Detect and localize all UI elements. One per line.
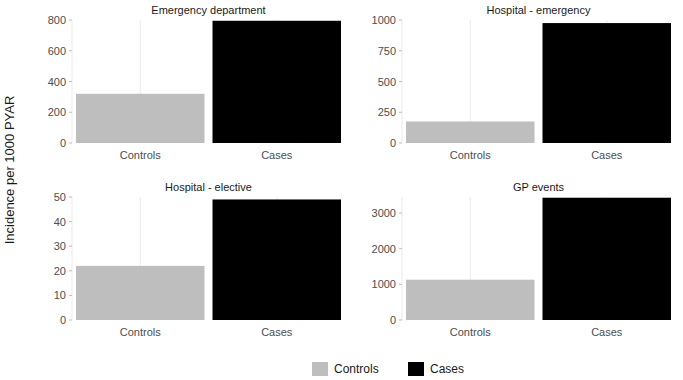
- legend-swatch: [408, 362, 424, 376]
- x-tick-label: Controls: [120, 326, 161, 338]
- y-tick-label: 3000: [372, 207, 396, 219]
- x-tick-label: Cases: [591, 149, 623, 161]
- y-tick: [399, 320, 402, 321]
- x-tick-label: Controls: [450, 326, 491, 338]
- y-tick-label: 30: [54, 240, 66, 252]
- y-tick: [69, 112, 72, 113]
- panel: Hospital - emergency 0 250 500 750 1000 Contro…: [372, 4, 671, 161]
- x-tick-label: Cases: [261, 149, 293, 161]
- y-tick: [69, 320, 72, 321]
- y-axis-line: [402, 197, 403, 320]
- y-tick: [69, 197, 72, 198]
- bar: [543, 198, 672, 320]
- bar: [76, 266, 205, 320]
- y-axis-label: Incidence per 1000 PYAR: [2, 96, 17, 245]
- chart: Emergency department0200400600800Control…: [0, 0, 683, 380]
- y-tick-label: 2000: [372, 243, 396, 255]
- panel-title: GP events: [513, 181, 565, 193]
- y-tick-label: 0: [390, 314, 396, 326]
- legend-label: Controls: [334, 362, 379, 376]
- y-tick-label: 200: [48, 106, 66, 118]
- y-tick: [69, 246, 72, 247]
- legend-label: Cases: [430, 362, 464, 376]
- bar: [406, 280, 535, 320]
- y-tick-label: 400: [48, 76, 66, 88]
- y-tick-label: 10: [54, 289, 66, 301]
- bars: [76, 199, 341, 320]
- panel: GP events 0 1000 2000 3000 Controls Cases: [372, 181, 671, 338]
- bar: [406, 121, 535, 143]
- y-tick: [399, 143, 402, 144]
- y-tick: [69, 143, 72, 144]
- legend-swatch: [312, 362, 328, 376]
- bars: [406, 23, 671, 143]
- y-tick: [399, 284, 402, 285]
- y-tick-label: 600: [48, 45, 66, 57]
- x-tick-label: Cases: [261, 326, 293, 338]
- y-tick-label: 50: [54, 191, 66, 203]
- y-tick: [69, 81, 72, 82]
- y-tick-label: 0: [60, 314, 66, 326]
- y-tick: [399, 50, 402, 51]
- y-tick-label: 1000: [372, 14, 396, 26]
- panel-title: Emergency department: [151, 4, 265, 16]
- bar: [213, 199, 342, 320]
- panel-title: Hospital - emergency: [487, 4, 591, 16]
- legend: Controls Cases: [312, 362, 464, 376]
- y-axis-line: [72, 197, 73, 320]
- y-tick: [399, 81, 402, 82]
- y-tick-label: 500: [378, 76, 396, 88]
- bar: [76, 94, 205, 143]
- bar: [543, 23, 672, 143]
- y-tick-label: 250: [378, 106, 396, 118]
- y-tick: [69, 270, 72, 271]
- y-tick: [69, 20, 72, 21]
- bar: [213, 21, 342, 143]
- y-tick: [69, 221, 72, 222]
- bars: [76, 21, 341, 143]
- y-tick: [399, 20, 402, 21]
- panel: Emergency department 0 200 400 600 800 Control…: [48, 4, 341, 161]
- y-tick: [69, 50, 72, 51]
- y-tick: [399, 112, 402, 113]
- y-tick-label: 800: [48, 14, 66, 26]
- y-tick-label: 1000: [372, 278, 396, 290]
- y-tick: [399, 213, 402, 214]
- y-tick-label: 750: [378, 45, 396, 57]
- bars: [406, 198, 671, 320]
- y-tick-label: 0: [390, 137, 396, 149]
- x-tick-label: Controls: [450, 149, 491, 161]
- y-tick: [69, 295, 72, 296]
- panel-title: Hospital - elective: [165, 181, 252, 193]
- y-tick-label: 20: [54, 265, 66, 277]
- x-tick-label: Controls: [120, 149, 161, 161]
- y-tick: [399, 248, 402, 249]
- y-tick-label: 40: [54, 216, 66, 228]
- y-tick-label: 0: [60, 137, 66, 149]
- x-tick-label: Cases: [591, 326, 623, 338]
- panel: Hospital - elective 0 10 20 30 40 50 Controls Ca…: [54, 181, 341, 338]
